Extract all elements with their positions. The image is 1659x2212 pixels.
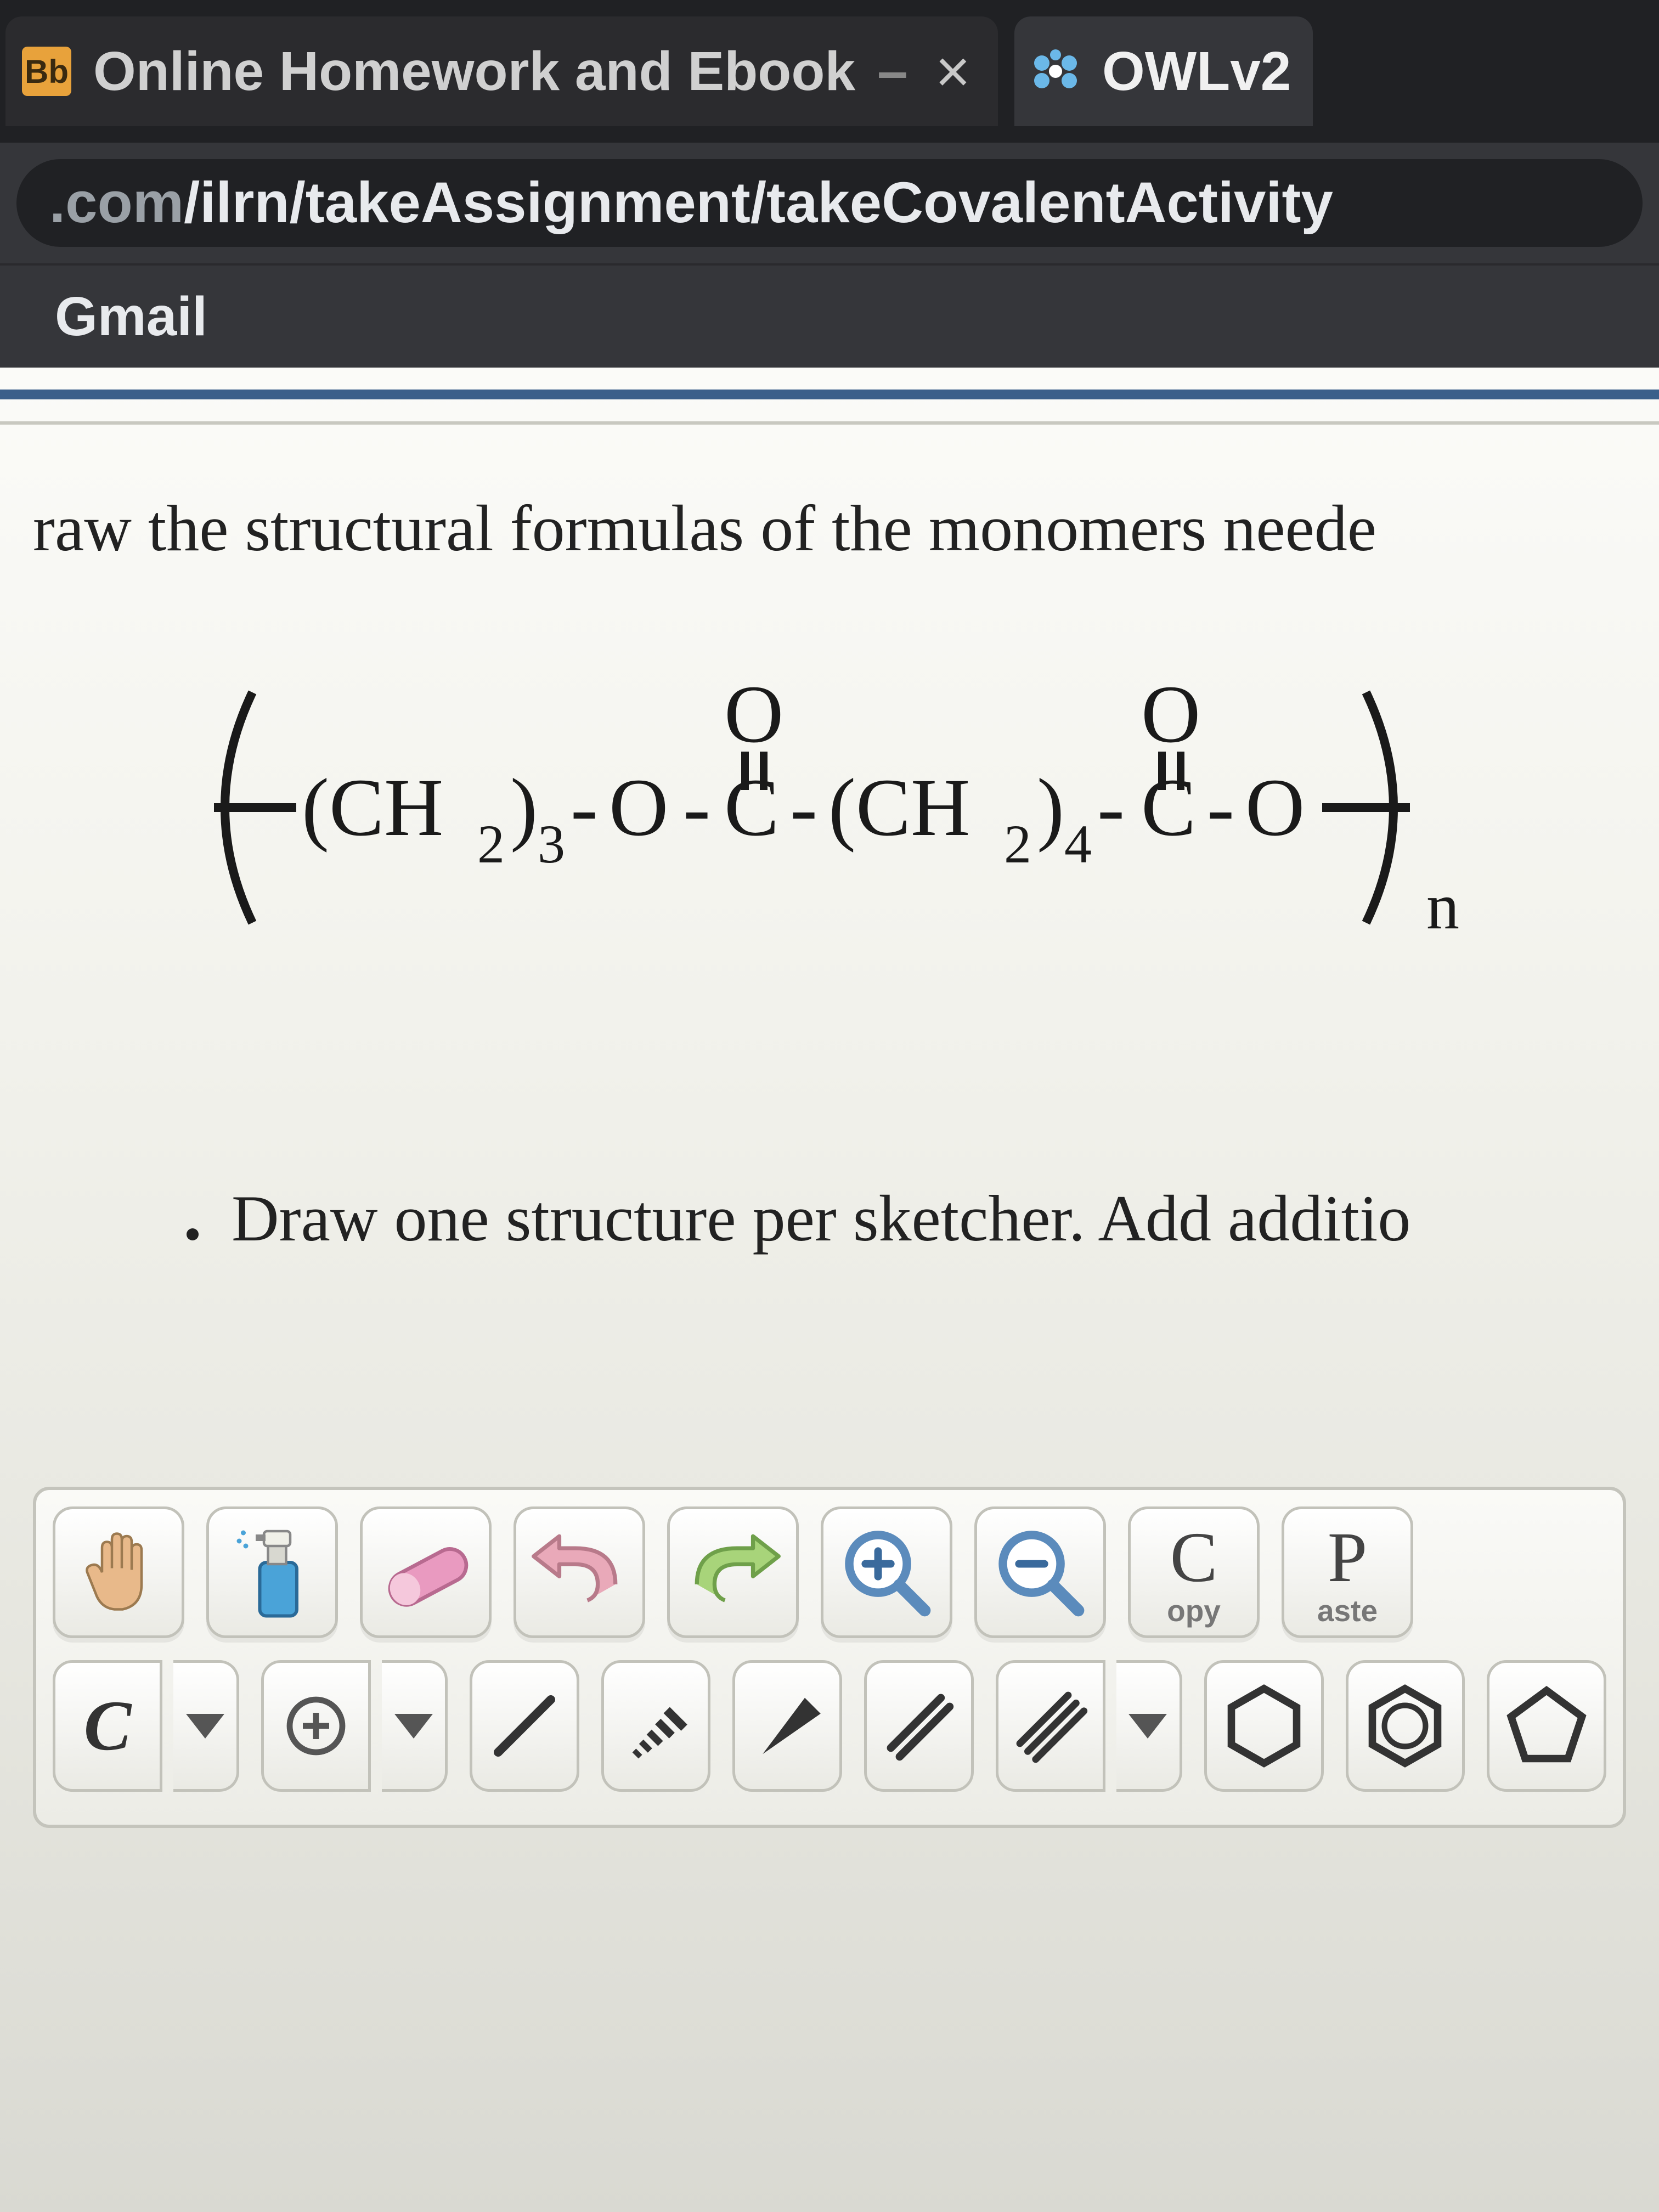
double-bond-button[interactable]: [864, 1660, 974, 1792]
solid-wedge-button[interactable]: [732, 1660, 842, 1792]
address-bar-row: .com/ilrn/takeAssignment/takeCovalentAct…: [0, 143, 1659, 263]
solid-wedge-icon: [743, 1682, 831, 1770]
plus-circle-icon: [283, 1693, 349, 1759]
svg-text:-: -: [1097, 762, 1125, 853]
instruction-row: Draw one structure per sketcher. Add add…: [33, 1181, 1626, 1256]
zoom-out-button[interactable]: [974, 1506, 1106, 1638]
header-rule: [0, 390, 1659, 399]
eraser-icon: [374, 1537, 478, 1608]
toolbar-row-1: C opy P aste: [53, 1506, 1606, 1638]
svg-text:(CH: (CH: [828, 762, 970, 853]
tab-strip: Bb Online Homework and Ebook – × OWLv2: [0, 0, 1659, 143]
single-bond-button[interactable]: [470, 1660, 579, 1792]
svg-text:-: -: [1207, 762, 1234, 853]
browser-chrome: Bb Online Homework and Ebook – × OWLv2 .…: [0, 0, 1659, 368]
atom-selector: C: [53, 1660, 239, 1792]
svg-text:O: O: [724, 669, 783, 760]
bookmark-gmail[interactable]: Gmail: [33, 274, 229, 359]
zoom-in-button[interactable]: [821, 1506, 952, 1638]
dashed-wedge-icon: [612, 1682, 700, 1770]
svg-text:(CH: (CH: [302, 762, 443, 853]
triple-bond-selector: [996, 1660, 1182, 1792]
paste-button[interactable]: P aste: [1282, 1506, 1413, 1638]
tab-title: Online Homework and Ebook: [93, 40, 855, 103]
svg-text:n: n: [1426, 870, 1459, 943]
favicon-owl: [1031, 47, 1080, 96]
close-icon[interactable]: ×: [930, 37, 976, 106]
svg-text:O: O: [1245, 762, 1305, 853]
pentagon-ring-button[interactable]: [1487, 1660, 1606, 1792]
svg-text:-: -: [790, 762, 817, 853]
svg-text:O: O: [1141, 669, 1200, 760]
sketcher-panel: C opy P aste C: [33, 1487, 1626, 1828]
spray-icon: [231, 1523, 313, 1622]
clean-tool-button[interactable]: [206, 1506, 338, 1638]
triple-bond-button[interactable]: [996, 1660, 1105, 1792]
url-domain: .com: [49, 170, 184, 236]
copy-sub: opy: [1167, 1593, 1221, 1628]
svg-text:3: 3: [538, 814, 565, 874]
atom-dropdown[interactable]: [173, 1660, 239, 1792]
triple-bond-icon: [1007, 1682, 1094, 1770]
tab-homework[interactable]: Bb Online Homework and Ebook – ×: [5, 16, 998, 126]
paste-p: P: [1328, 1516, 1367, 1599]
atom-button[interactable]: C: [53, 1660, 162, 1792]
benzene-ring-button[interactable]: [1346, 1660, 1465, 1792]
chevron-down-icon: [186, 1714, 224, 1739]
hexagon-icon: [1217, 1679, 1311, 1773]
single-bond-icon: [481, 1682, 568, 1770]
svg-text:2: 2: [477, 814, 505, 874]
undo-button[interactable]: [514, 1506, 645, 1638]
chevron-down-icon: [1128, 1714, 1167, 1739]
polymer-formula: (CH 2 ) 3 - O - O C - (CH 2: [33, 654, 1626, 961]
svg-text:O: O: [609, 762, 668, 853]
copy-button[interactable]: C opy: [1128, 1506, 1260, 1638]
zoom-in-icon: [840, 1526, 933, 1619]
svg-text:): ): [1037, 762, 1064, 853]
charge-button[interactable]: [261, 1660, 371, 1792]
address-bar[interactable]: .com/ilrn/takeAssignment/takeCovalentAct…: [16, 159, 1643, 247]
tab-owlv2[interactable]: OWLv2: [1014, 16, 1313, 126]
svg-text:4: 4: [1064, 814, 1092, 874]
divider: [0, 421, 1659, 425]
url-path: /ilrn/takeAssignment/takeCovalentActivit…: [184, 170, 1333, 236]
page-content: raw the structural formulas of the monom…: [0, 368, 1659, 2212]
double-bond-icon: [875, 1682, 963, 1770]
hexagon-ring-button[interactable]: [1204, 1660, 1324, 1792]
bond-dropdown[interactable]: [1116, 1660, 1182, 1792]
tab-title: OWLv2: [1102, 40, 1291, 103]
toolbar-row-2: C: [53, 1660, 1606, 1792]
copy-c: C: [1170, 1516, 1218, 1599]
redo-icon: [681, 1531, 785, 1613]
instruction-text: Draw one structure per sketcher. Add add…: [232, 1181, 1410, 1256]
svg-text:C: C: [724, 762, 779, 853]
favicon-blackboard: Bb: [22, 47, 71, 96]
svg-text:): ): [510, 762, 538, 853]
hand-icon: [77, 1526, 160, 1619]
bullet-icon: [187, 1228, 199, 1240]
redo-button[interactable]: [667, 1506, 799, 1638]
dashed-wedge-button[interactable]: [601, 1660, 711, 1792]
bookmarks-bar: Gmail: [0, 263, 1659, 368]
charge-dropdown[interactable]: [382, 1660, 448, 1792]
zoom-out-icon: [994, 1526, 1087, 1619]
dash: –: [877, 40, 908, 103]
chevron-down-icon: [394, 1714, 433, 1739]
question-prompt: raw the structural formulas of the monom…: [33, 490, 1626, 566]
svg-text:-: -: [683, 762, 710, 853]
pentagon-icon: [1500, 1679, 1593, 1773]
svg-text:2: 2: [1004, 814, 1031, 874]
eraser-tool-button[interactable]: [360, 1506, 492, 1638]
paste-sub: aste: [1317, 1593, 1378, 1628]
undo-icon: [527, 1531, 631, 1613]
benzene-icon: [1358, 1679, 1452, 1773]
hand-tool-button[interactable]: [53, 1506, 184, 1638]
charge-selector: [261, 1660, 448, 1792]
svg-text:C: C: [1141, 762, 1196, 853]
svg-text:-: -: [571, 762, 598, 853]
